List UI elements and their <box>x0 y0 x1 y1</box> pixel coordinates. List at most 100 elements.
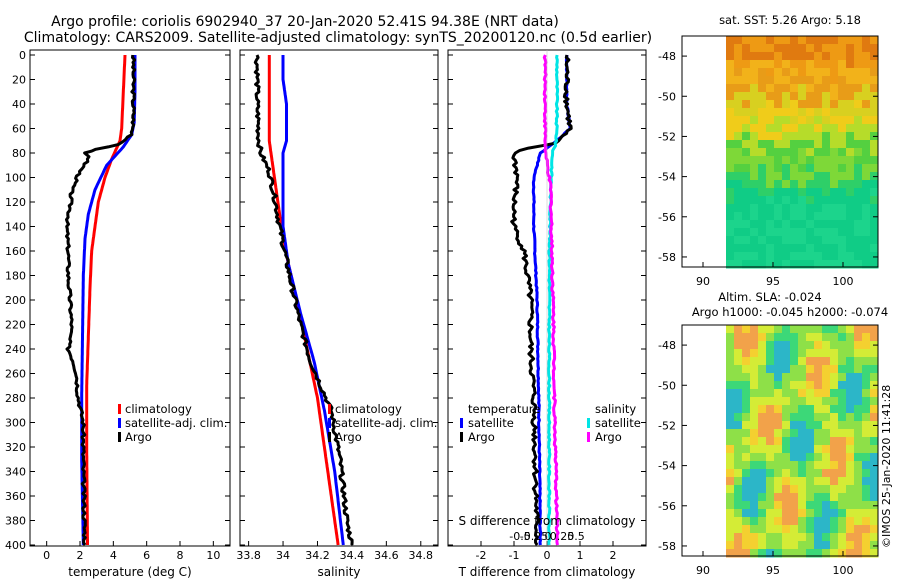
map-cell <box>726 421 735 430</box>
map-cell <box>734 541 743 550</box>
map-cell <box>790 76 799 85</box>
map-cell <box>798 405 807 414</box>
map-cell <box>726 469 735 478</box>
depth-tick-label: 340 <box>5 466 26 479</box>
map-cell <box>766 389 775 398</box>
map-cell <box>766 68 775 77</box>
map-cell <box>846 204 855 213</box>
map-cell <box>726 549 735 558</box>
legend-temperature-header: temperature <box>468 402 540 416</box>
map-cell <box>854 252 863 261</box>
map-cell <box>758 533 767 542</box>
map-cell <box>862 405 871 414</box>
map-cell <box>838 517 847 526</box>
map-cell <box>798 148 807 157</box>
map-cell <box>742 533 751 542</box>
map-cell <box>734 140 743 149</box>
legend-t-satellite: satellite <box>468 416 514 430</box>
map-cell <box>806 172 815 181</box>
map-cell <box>774 244 783 253</box>
x-tick-label: 2 <box>610 549 617 562</box>
map-cell <box>750 52 759 61</box>
map-cell <box>854 116 863 125</box>
map-cell <box>750 60 759 69</box>
map-cell <box>806 541 815 550</box>
temperature-plot-frame <box>29 49 231 547</box>
map-cell <box>758 188 767 197</box>
map-cell <box>870 244 879 253</box>
map-cell <box>822 156 831 165</box>
map-cell <box>798 228 807 237</box>
map-cell <box>782 493 791 502</box>
map-cell <box>734 36 743 45</box>
map-cell <box>790 517 799 526</box>
map-cell <box>766 325 775 334</box>
map-cell <box>726 260 735 269</box>
map-cell <box>846 196 855 205</box>
map-cell <box>750 220 759 229</box>
map-cell <box>830 453 839 462</box>
map-cell <box>726 212 735 221</box>
map-cell <box>750 421 759 430</box>
map-cell <box>862 68 871 77</box>
map-cell <box>830 132 839 141</box>
map-cell <box>774 493 783 502</box>
map-cell <box>806 188 815 197</box>
map-cell <box>742 525 751 534</box>
map-cell <box>830 485 839 494</box>
map-cell <box>798 541 807 550</box>
map-cell <box>742 517 751 526</box>
map-cell <box>838 108 847 117</box>
map-cell <box>862 236 871 245</box>
map-cell <box>750 236 759 245</box>
profile-line-t-argo <box>510 54 573 546</box>
map-cell <box>870 60 879 69</box>
map-cell <box>870 445 879 454</box>
map-cell <box>846 357 855 366</box>
map-cell <box>774 437 783 446</box>
map-cell <box>814 92 823 101</box>
map-cell <box>774 68 783 77</box>
map-cell <box>798 68 807 77</box>
map-cell <box>758 76 767 85</box>
map-cell <box>798 92 807 101</box>
map-cell <box>854 188 863 197</box>
map-cell <box>782 525 791 534</box>
map-cell <box>750 108 759 117</box>
map-cell <box>862 52 871 61</box>
map-cell <box>854 196 863 205</box>
map-cell <box>798 260 807 269</box>
map-cell <box>782 533 791 542</box>
map-cell <box>742 196 751 205</box>
map-cell <box>790 341 799 350</box>
map-cell <box>870 100 879 109</box>
map-cell <box>782 116 791 125</box>
map-cell <box>846 84 855 93</box>
map-cell <box>766 541 775 550</box>
map-cell <box>854 140 863 149</box>
map-cell <box>822 212 831 221</box>
map-cell <box>790 333 799 342</box>
map-cell <box>798 124 807 133</box>
map-cell <box>830 517 839 526</box>
map-cell <box>798 212 807 221</box>
map-cell <box>870 469 879 478</box>
legend-swatch-climatology <box>328 404 331 414</box>
map-cell <box>846 437 855 446</box>
map-cell <box>782 60 791 69</box>
map-cell <box>782 349 791 358</box>
map-cell <box>822 164 831 173</box>
map-cell <box>814 429 823 438</box>
legend-salinity-header: salinity <box>595 402 636 416</box>
map-cell <box>814 509 823 518</box>
map-cell <box>742 325 751 334</box>
map-cell <box>734 373 743 382</box>
map-cell <box>846 172 855 181</box>
map-cell <box>766 413 775 422</box>
map-cell <box>766 533 775 542</box>
map-cell <box>742 68 751 77</box>
map-cell <box>726 124 735 133</box>
map-cell <box>870 212 879 221</box>
map-cell <box>734 437 743 446</box>
map-cell <box>806 180 815 189</box>
